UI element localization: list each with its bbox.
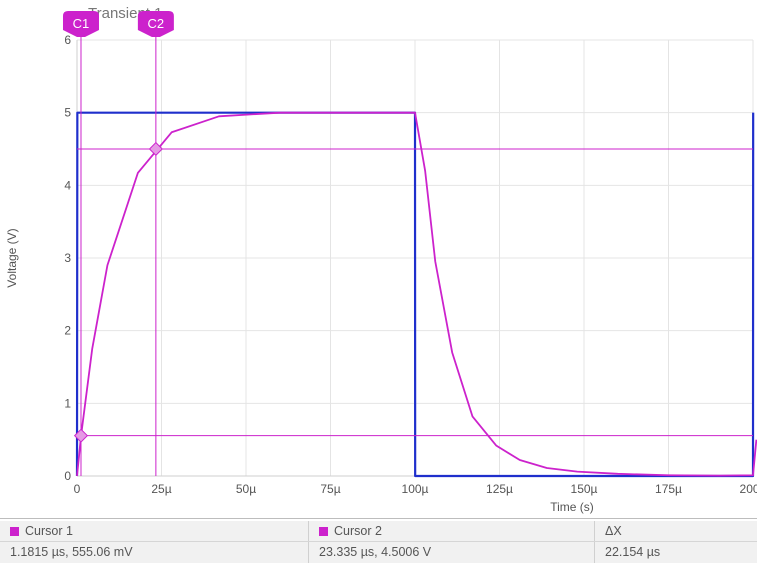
delta-x-value: 22.154 µs [594, 542, 757, 563]
x-axis-title: Time (s) [550, 500, 594, 514]
cursor-1-marker[interactable] [73, 428, 89, 443]
cursor1-header-label: Cursor 1 [25, 524, 73, 538]
y-tick-label: 1 [64, 396, 71, 410]
cursor1-swatch [10, 527, 19, 536]
cursor2-header-label: Cursor 2 [334, 524, 382, 538]
x-tick-label: 200µ [740, 482, 757, 496]
cursor-table-header: Cursor 1 Cursor 2 ΔX [0, 521, 757, 541]
cursor2-value: 23.335 µs, 4.5006 V [308, 542, 594, 563]
y-tick-label: 6 [64, 33, 71, 47]
tick-labels: 0 25µ 50µ 75µ 100µ 125µ 150µ 175µ 200µ 0 1 2 3 4 5 6 [64, 33, 757, 496]
x-tick-label: 75µ [320, 482, 340, 496]
series-layer [75, 111, 757, 478]
cursor-2-marker[interactable] [148, 141, 163, 157]
cursor-1-flag[interactable] [62, 11, 99, 37]
y-tick-label: 0 [64, 469, 71, 483]
cursor-2-flag-label[interactable]: C2 [148, 16, 165, 31]
cursor-table-values: 1.1815 µs, 555.06 mV 23.335 µs, 4.5006 V… [0, 541, 757, 563]
x-tick-label: 150µ [571, 482, 598, 496]
x-tick-label: 125µ [486, 482, 513, 496]
cursor1-value: 1.1815 µs, 555.06 mV [10, 545, 133, 559]
y-tick-label: 4 [64, 178, 71, 192]
cursor-layer[interactable]: C1 C2 [62, 11, 753, 476]
cursor-readout-table: Cursor 1 Cursor 2 ΔX 1.1815 µs, 555.06 m… [0, 518, 757, 563]
input-pulse-series [75, 111, 755, 478]
cursor2-header: Cursor 2 [308, 521, 594, 541]
transient-chart[interactable]: Transient 1 0 25µ 50µ 75µ 100µ 125µ 150µ 175µ 20… [0, 0, 757, 518]
delta-x-header: ΔX [594, 521, 757, 541]
output-response-series [76, 111, 757, 477]
cursor-1-flag-label[interactable]: C1 [73, 16, 90, 31]
y-tick-label: 5 [64, 106, 71, 120]
cursor2-swatch [319, 527, 328, 536]
x-tick-label: 175µ [655, 482, 682, 496]
y-tick-label: 3 [64, 251, 71, 265]
delta-x-header-label: ΔX [605, 524, 622, 538]
x-tick-label: 25µ [151, 482, 171, 496]
x-tick-label: 50µ [236, 482, 256, 496]
y-axis-title: Voltage (V) [5, 228, 19, 287]
cursor-2-flag[interactable] [137, 11, 174, 37]
y-tick-label: 2 [64, 324, 71, 338]
x-tick-label: 100µ [402, 482, 429, 496]
x-tick-label: 0 [74, 482, 81, 496]
cursor1-header: Cursor 1 [0, 521, 308, 541]
